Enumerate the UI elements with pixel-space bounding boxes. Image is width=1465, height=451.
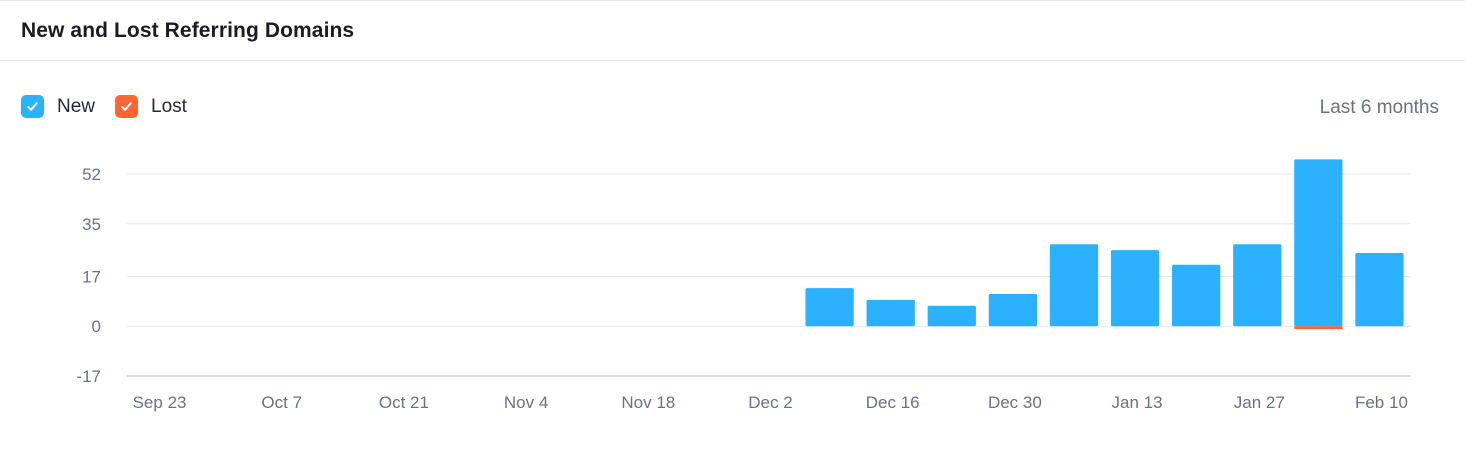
y-tick-label: 0	[92, 317, 101, 336]
x-tick-label: Jan 27	[1234, 393, 1285, 412]
y-tick-label: 35	[82, 215, 101, 234]
x-tick-label: Sep 23	[133, 393, 187, 412]
bar-new[interactable]	[1355, 253, 1404, 327]
y-tick-label: 17	[82, 267, 101, 286]
x-tick-label: Oct 7	[261, 393, 302, 412]
y-tick-label: 52	[82, 165, 101, 184]
legend-item-lost[interactable]: Lost	[115, 95, 187, 118]
legend-label-lost: Lost	[151, 95, 187, 117]
bar-new[interactable]	[1233, 244, 1282, 327]
x-tick-label: Dec 16	[866, 393, 920, 412]
x-tick-label: Feb 10	[1355, 393, 1408, 412]
bar-new[interactable]	[866, 299, 915, 327]
x-tick-label: Oct 21	[379, 393, 429, 412]
bar-new[interactable]	[927, 305, 976, 327]
card-header: New and Lost Referring Domains	[0, 1, 1465, 61]
x-tick-label: Nov 4	[504, 393, 548, 412]
new-checkbox[interactable]	[21, 95, 44, 118]
bar-new[interactable]	[988, 294, 1038, 327]
chart-legend: New Lost	[21, 95, 207, 118]
x-tick-label: Nov 18	[621, 393, 675, 412]
bar-new[interactable]	[1294, 159, 1343, 327]
bar-new[interactable]	[1172, 264, 1221, 327]
period-label: Last 6 months	[1319, 97, 1439, 118]
bar-lost[interactable]	[1294, 326, 1343, 330]
check-icon	[27, 102, 38, 111]
y-tick-label: -17	[76, 367, 101, 386]
bar-new[interactable]	[1049, 244, 1099, 327]
lost-checkbox[interactable]	[115, 95, 139, 118]
x-tick-label: Dec 30	[988, 393, 1042, 412]
x-tick-label: Dec 2	[748, 393, 792, 412]
bar-new[interactable]	[1110, 250, 1160, 327]
legend-label-new: New	[57, 95, 96, 117]
bar-new[interactable]	[805, 288, 854, 327]
card-title: New and Lost Referring Domains	[21, 19, 355, 42]
check-icon	[121, 102, 132, 111]
legend-item-new[interactable]: New	[21, 95, 95, 118]
x-tick-label: Jan 13	[1112, 393, 1163, 412]
